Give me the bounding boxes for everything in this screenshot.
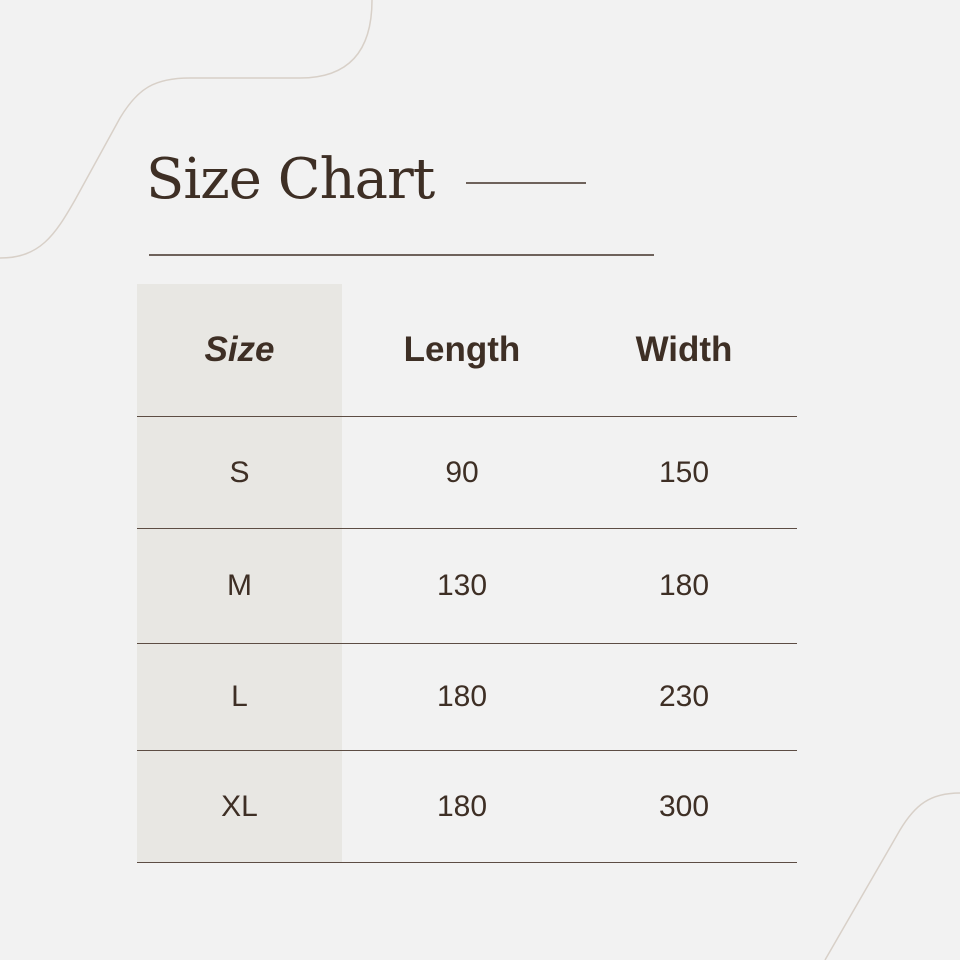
title-divider bbox=[466, 182, 586, 184]
table-row: M 130 180 bbox=[137, 529, 797, 644]
header-length: Length bbox=[403, 330, 521, 369]
size-cell: M bbox=[227, 569, 252, 602]
size-cell: L bbox=[231, 680, 248, 713]
length-cell: 180 bbox=[436, 789, 488, 823]
top-left-curve bbox=[0, 0, 373, 259]
header-size: Size bbox=[204, 330, 275, 369]
header-rule bbox=[149, 254, 654, 256]
table-row: XL 180 300 bbox=[137, 751, 797, 863]
width-cell: 300 bbox=[658, 789, 710, 823]
bottom-right-curve bbox=[824, 792, 960, 960]
table-row: L 180 230 bbox=[137, 644, 797, 751]
width-cell: 150 bbox=[658, 455, 710, 489]
size-cell: XL bbox=[221, 789, 258, 823]
width-cell: 180 bbox=[658, 569, 710, 602]
page-title: Size Chart bbox=[146, 147, 435, 212]
header-width: Width bbox=[635, 330, 733, 369]
length-cell: 180 bbox=[436, 680, 488, 713]
table-header-row: Size Length Width bbox=[137, 284, 797, 417]
size-cell: S bbox=[229, 455, 250, 489]
width-cell: 230 bbox=[658, 680, 710, 713]
length-cell: 90 bbox=[445, 455, 479, 489]
length-cell: 130 bbox=[436, 569, 488, 602]
table-row: S 90 150 bbox=[137, 417, 797, 529]
size-column-background bbox=[137, 284, 342, 863]
